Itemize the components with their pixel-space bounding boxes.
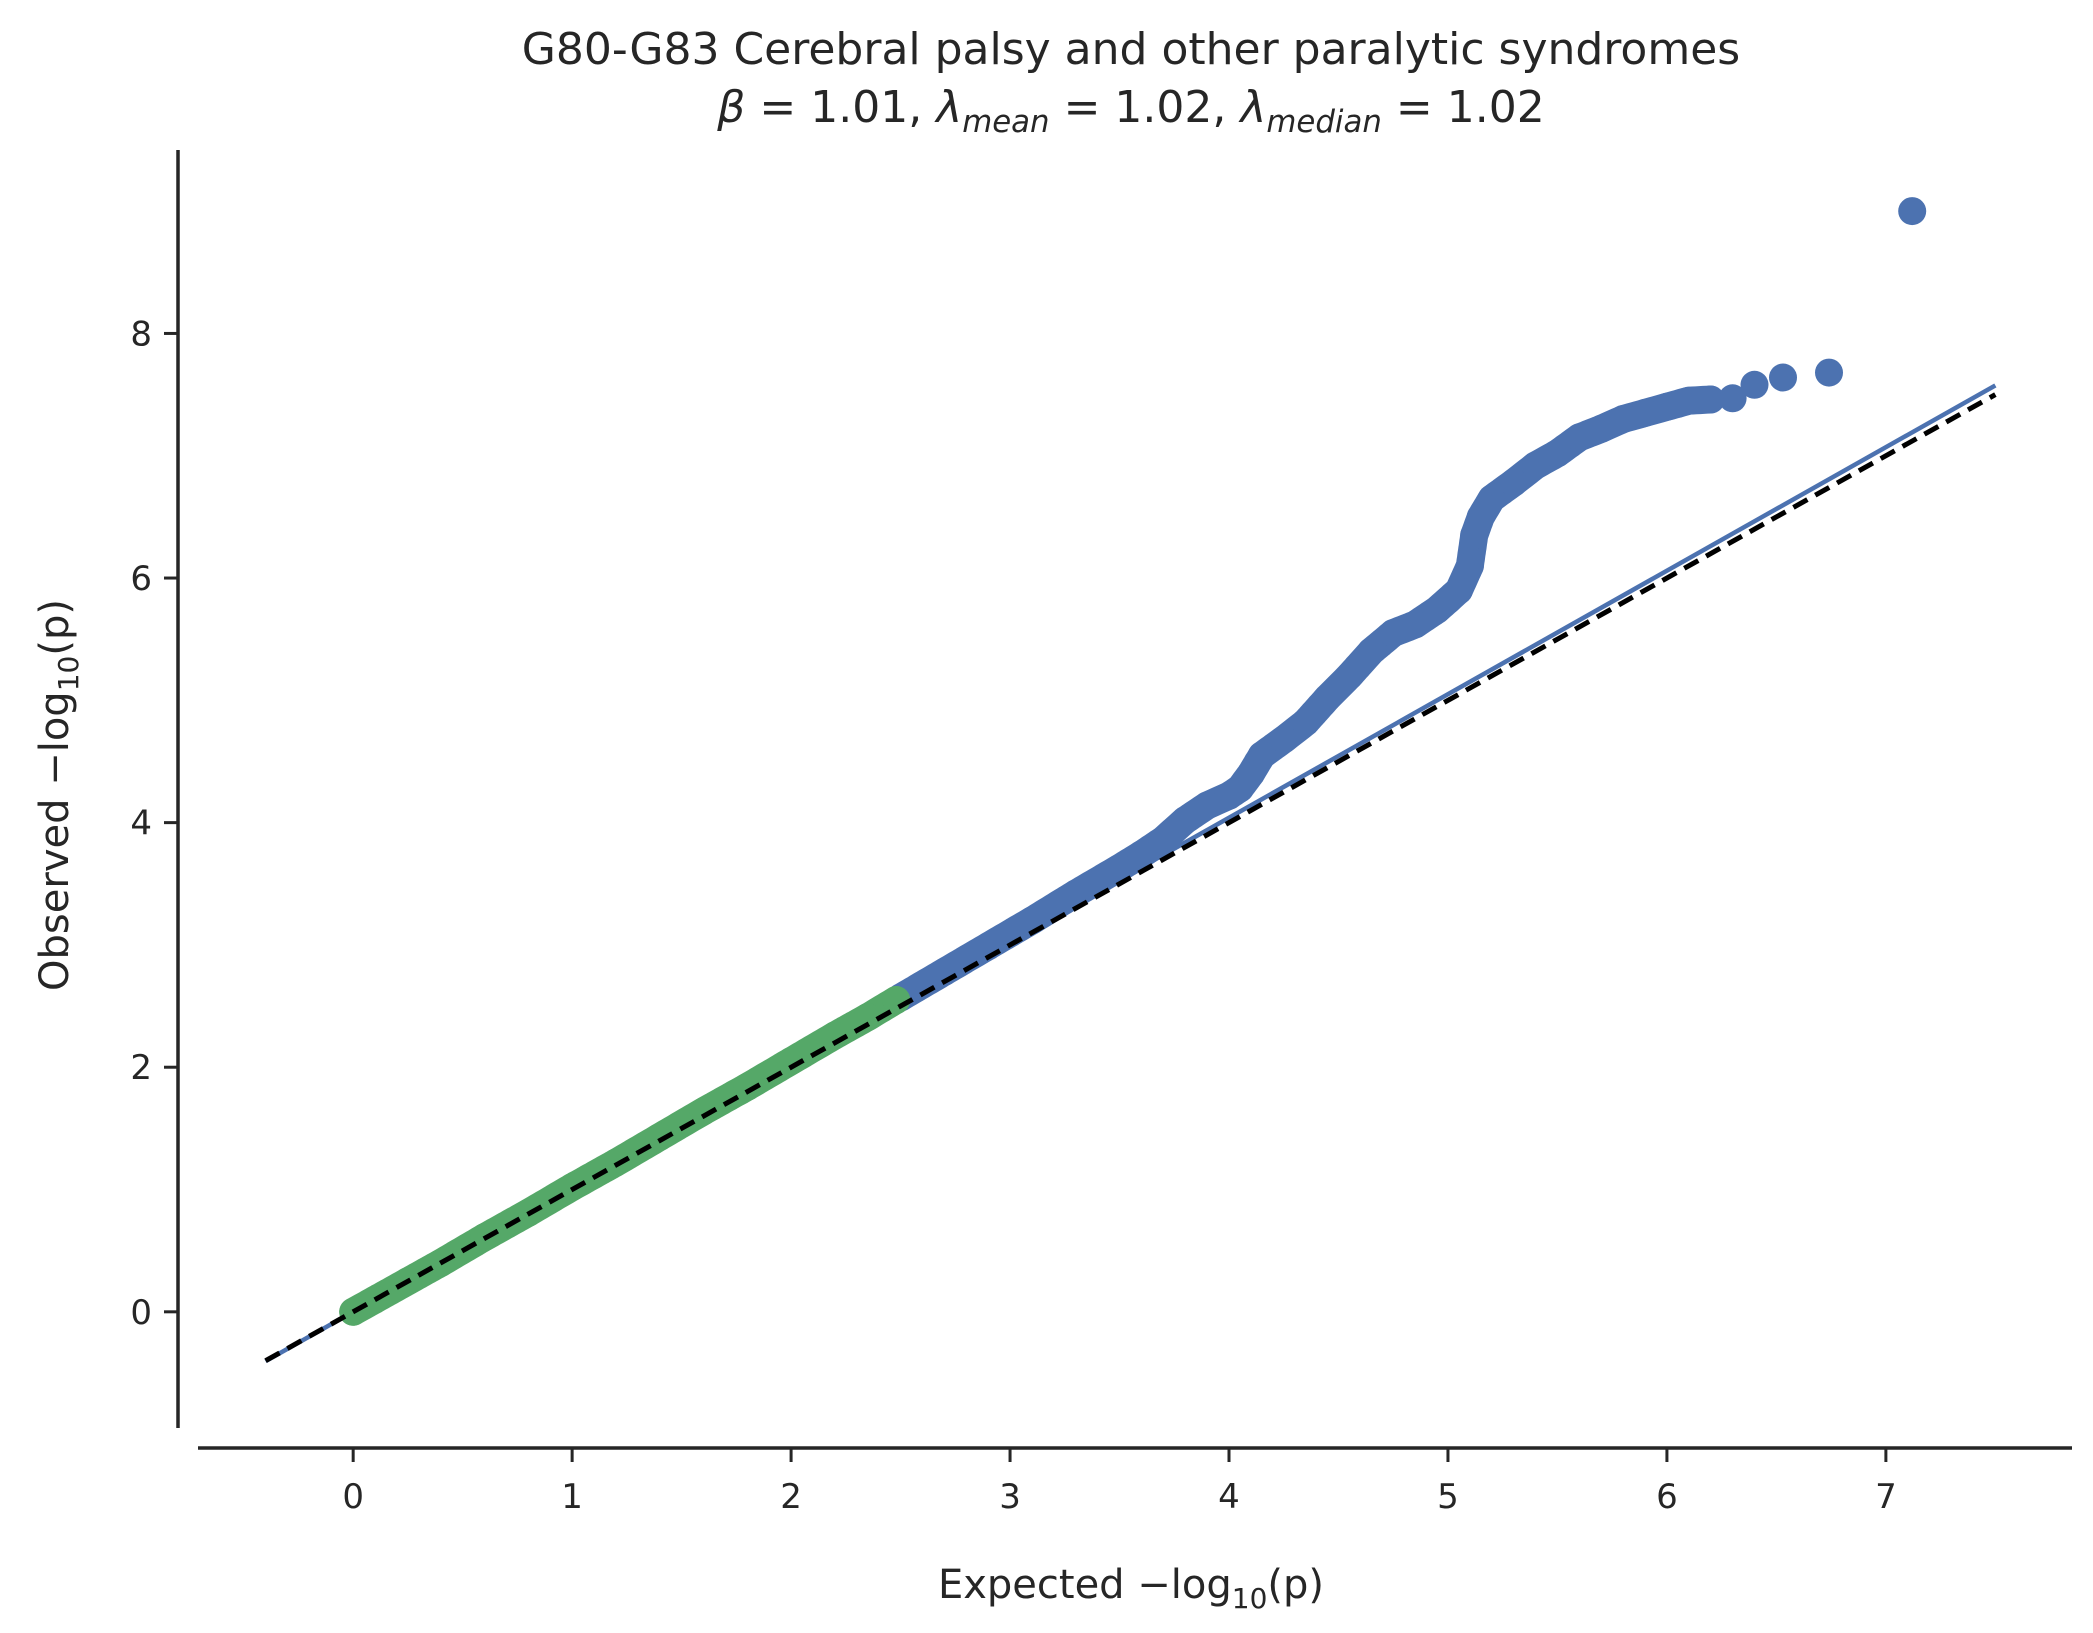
observed-point [1335,661,1364,690]
observed-point [1193,791,1222,820]
chart-title: G80-G83 Cerebral palsy and other paralyt… [522,24,1740,75]
observed-point [1718,384,1747,413]
observed-point [1455,551,1484,580]
observed-point [1696,385,1725,414]
observed-point [1379,619,1408,648]
observed-point [1291,708,1320,737]
lambda-median-value: 1.02 [1447,82,1545,133]
x-tick-label: 5 [1437,1477,1459,1517]
lambda-median-subscript: median [1266,104,1381,140]
observed-point [1357,637,1386,666]
observed-point [1565,423,1594,452]
y-tick-label: 0 [130,1293,152,1333]
observed-point [1313,683,1342,712]
x-tick-label: 4 [1218,1477,1240,1517]
x-tick-label: 7 [1875,1477,1897,1517]
observed-point [1815,358,1843,387]
beta-symbol: β [716,82,745,133]
observed-point [1674,386,1703,415]
null-point [733,1072,762,1101]
x-tick-label: 3 [999,1477,1021,1517]
observed-point [1543,439,1572,468]
observed-point [1127,840,1156,869]
plot-area [264,197,1997,1364]
null-point [820,1021,849,1050]
observed-point [1444,576,1473,605]
y-tick-label: 2 [130,1048,152,1088]
x-tick-label: 0 [342,1477,364,1517]
y-tick-label: 4 [130,804,152,844]
x-axis-label: Expected −log10(p) [938,1562,1324,1615]
null-point [853,1003,882,1032]
observed-point [1740,370,1769,399]
chart-subtitle: β = 1.01, λmean = 1.02, λmedian = 1.02 [716,82,1544,140]
observed-point [1769,363,1797,392]
reference-line [264,392,1997,1363]
observed-point [1477,484,1506,513]
null-point [645,1122,674,1151]
null-point [777,1047,806,1076]
lambda-mean-subscript: mean [962,104,1049,140]
observed-point [1898,197,1927,226]
observed-point [1401,610,1430,639]
observed-point [1652,392,1681,421]
null-point [689,1097,718,1126]
x-tick-label: 2 [780,1477,802,1517]
y-tick-label: 8 [130,314,152,354]
observed-point [1105,853,1134,882]
observed-point [1247,741,1276,770]
lambda-median-symbol: λ [1238,82,1266,133]
beta-value: 1.01 [810,82,908,133]
observed-point [1061,879,1090,908]
observed-point [1521,451,1550,480]
x-tick-label: 6 [1656,1477,1678,1517]
axes: 0 2 4 6 8 0 1 2 3 4 5 6 7 [130,150,2072,1517]
observed-point [1269,725,1298,754]
y-tick-label: 6 [130,559,152,599]
observed-point [1171,806,1200,835]
x-tick-label: 1 [561,1477,583,1517]
observed-point [1499,468,1528,497]
observed-point [1609,405,1638,434]
lambda-mean-value: 1.02 [1114,82,1212,133]
observed-point [1149,825,1178,854]
null-point [882,986,911,1014]
observed-band [886,385,1725,1012]
y-axis-label: Observed −log10(p) [32,599,85,991]
observed-point [1587,414,1616,443]
observed-point [1631,398,1659,427]
lambda-mean-symbol: λ [934,82,962,133]
